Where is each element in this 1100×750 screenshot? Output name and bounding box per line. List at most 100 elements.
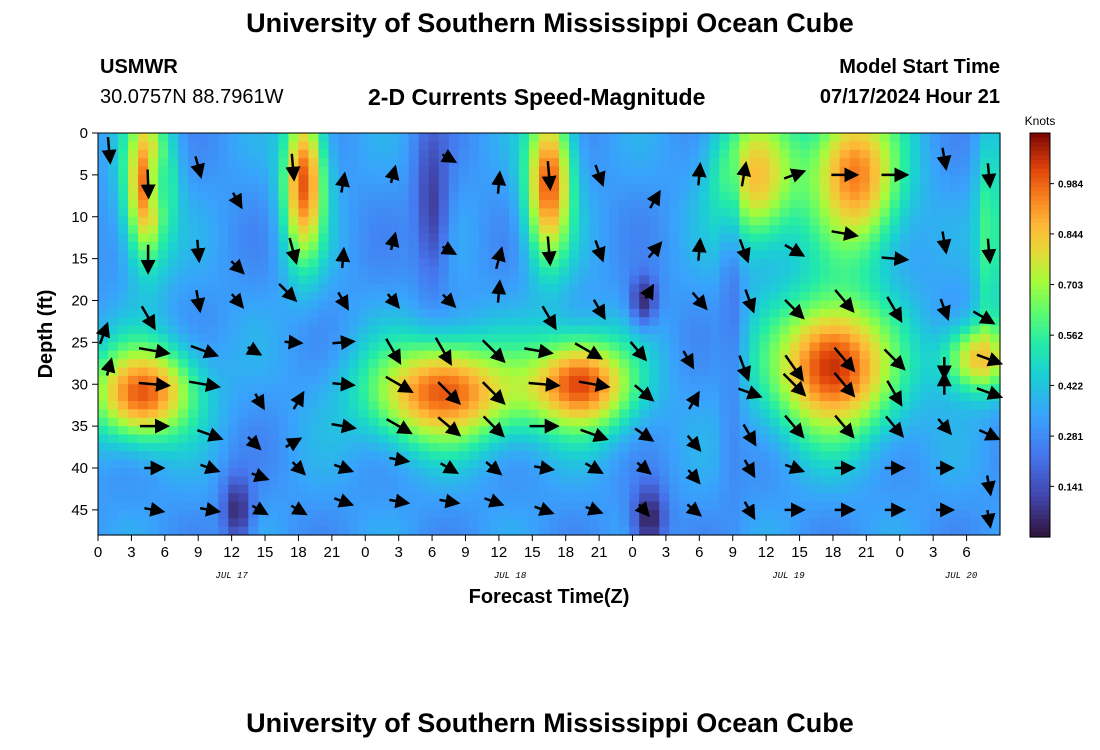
heatmap-cell bbox=[629, 292, 640, 302]
heatmap-cell bbox=[629, 166, 640, 176]
heatmap-cell bbox=[188, 141, 199, 151]
current-vector bbox=[584, 459, 604, 474]
heatmap-cell bbox=[639, 216, 650, 226]
heatmap-cell bbox=[318, 384, 330, 394]
heatmap-cell bbox=[468, 200, 480, 209]
heatmap-cell bbox=[538, 283, 550, 293]
heatmap-cell bbox=[709, 250, 720, 260]
heatmap-cell bbox=[749, 334, 761, 343]
heatmap-cell bbox=[328, 300, 340, 310]
heatmap-cell bbox=[278, 518, 290, 528]
heatmap-cell bbox=[989, 342, 1001, 352]
heatmap-cell bbox=[368, 468, 380, 477]
heatmap-cell bbox=[949, 459, 961, 469]
heatmap-cell bbox=[418, 434, 430, 444]
heatmap-cell bbox=[869, 191, 881, 201]
heatmap-cell bbox=[518, 141, 530, 151]
heatmap-cell bbox=[218, 208, 229, 218]
heatmap-cell bbox=[408, 133, 420, 142]
heatmap-cell bbox=[438, 426, 450, 436]
colorbar-cell bbox=[1030, 514, 1050, 520]
heatmap-cell bbox=[679, 367, 690, 377]
heatmap-cell bbox=[508, 476, 520, 486]
current-vector bbox=[389, 493, 411, 509]
heatmap-cell bbox=[939, 292, 951, 302]
heatmap-cell bbox=[188, 216, 199, 226]
heatmap-cell bbox=[338, 149, 350, 159]
heatmap-cell bbox=[729, 401, 741, 410]
heatmap-cell bbox=[979, 300, 991, 310]
heatmap-cell bbox=[839, 250, 851, 260]
heatmap-cell bbox=[879, 158, 891, 168]
x-tick-label: 9 bbox=[461, 544, 469, 561]
heatmap-cell bbox=[969, 409, 981, 419]
heatmap-cell bbox=[328, 526, 340, 536]
colorbar-cell bbox=[1030, 150, 1050, 157]
heatmap-cell bbox=[368, 200, 380, 209]
heatmap-cell bbox=[799, 493, 811, 503]
heatmap-cell bbox=[789, 200, 801, 209]
y-tick-label: 20 bbox=[71, 293, 88, 310]
heatmap-cell bbox=[959, 526, 971, 536]
heatmap-cell bbox=[909, 409, 921, 419]
heatmap-cell bbox=[148, 350, 159, 360]
heatmap-cell bbox=[639, 241, 650, 251]
heatmap-cell bbox=[569, 459, 580, 469]
heatmap-cell bbox=[579, 384, 590, 394]
heatmap-cell bbox=[929, 183, 941, 193]
heatmap-cell bbox=[298, 149, 310, 159]
heatmap-cell bbox=[508, 183, 520, 193]
heatmap-cell bbox=[929, 451, 941, 461]
heatmap-cell bbox=[148, 375, 159, 385]
heatmap-cell bbox=[679, 484, 690, 494]
heatmap-cell bbox=[118, 191, 129, 201]
heatmap-cell bbox=[579, 133, 590, 142]
heatmap-cell bbox=[769, 526, 781, 536]
heatmap-cell bbox=[438, 283, 450, 293]
heatmap-cell bbox=[128, 493, 139, 503]
heatmap-cell bbox=[378, 149, 390, 159]
heatmap-cell bbox=[709, 225, 720, 235]
heatmap-cell bbox=[128, 267, 139, 276]
heatmap-cell bbox=[448, 267, 460, 276]
heatmap-cell bbox=[358, 493, 370, 503]
heatmap-cell bbox=[308, 258, 320, 268]
heatmap-cell bbox=[849, 375, 861, 385]
heatmap-cell bbox=[238, 208, 249, 218]
heatmap-cell bbox=[879, 468, 891, 477]
heatmap-cell bbox=[238, 501, 249, 511]
heatmap-cell bbox=[528, 216, 540, 226]
heatmap-cell bbox=[939, 225, 951, 235]
heatmap-cell bbox=[158, 158, 169, 168]
heatmap-cell bbox=[949, 141, 961, 151]
heatmap-cell bbox=[268, 409, 279, 419]
heatmap-cell bbox=[428, 258, 440, 268]
heatmap-cell bbox=[619, 334, 630, 343]
heatmap-cell bbox=[508, 275, 520, 285]
heatmap-cell bbox=[989, 350, 1001, 360]
heatmap-cell bbox=[518, 174, 530, 184]
heatmap-cell bbox=[849, 334, 861, 343]
current-vector bbox=[245, 341, 263, 356]
heatmap-cell bbox=[238, 434, 249, 444]
heatmap-cell bbox=[839, 325, 851, 335]
heatmap-cell bbox=[799, 484, 811, 494]
current-vector bbox=[481, 339, 506, 364]
heatmap-cell bbox=[599, 359, 610, 369]
heatmap-cell bbox=[739, 417, 751, 427]
current-vector bbox=[481, 381, 506, 405]
colorbar-cell bbox=[1030, 393, 1050, 399]
heatmap-cell bbox=[308, 233, 320, 243]
heatmap-cell bbox=[769, 518, 781, 528]
heatmap-cell bbox=[619, 158, 630, 168]
current-vector bbox=[439, 459, 460, 474]
heatmap-cell bbox=[879, 149, 891, 159]
heatmap-cell bbox=[178, 509, 189, 519]
heatmap-cell bbox=[779, 509, 791, 519]
heatmap-cell bbox=[959, 401, 971, 410]
heatmap-cell bbox=[258, 526, 269, 536]
colorbar-cell bbox=[1030, 272, 1050, 278]
heatmap-cell bbox=[498, 300, 510, 310]
heatmap-cell bbox=[959, 141, 971, 151]
heatmap-cell bbox=[318, 208, 330, 218]
